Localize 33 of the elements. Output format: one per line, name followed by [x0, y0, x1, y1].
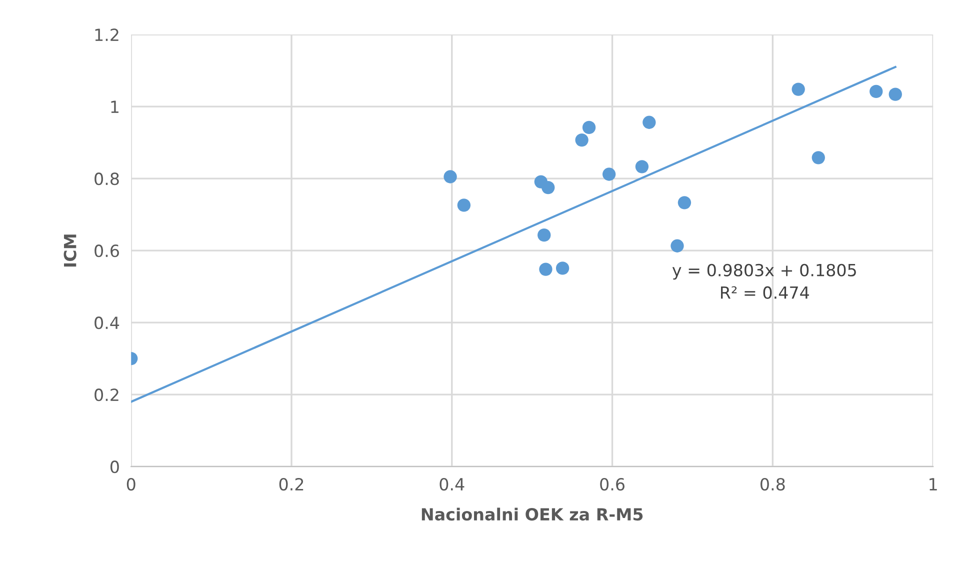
x-axis-title: Nacionalni OEK za R-M5 — [422, 508, 643, 521]
point — [538, 228, 551, 242]
x-tick-label: 0.4 — [440, 478, 464, 491]
x-tick-label: 1 — [930, 478, 937, 490]
annotation: y = 0.9803x + 0.1805 R² = 0.474 — [672, 264, 856, 299]
point — [792, 82, 805, 96]
point — [575, 133, 588, 147]
point — [602, 168, 616, 181]
x-tick-label: 0.8 — [760, 478, 785, 491]
point — [888, 88, 902, 101]
y-tick-label: 0.8 — [94, 172, 119, 186]
x-tick-label: 0.6 — [600, 478, 624, 491]
point — [870, 84, 883, 98]
point — [678, 196, 692, 210]
point — [582, 120, 596, 134]
y-axis-title: ICM — [64, 234, 76, 267]
point — [556, 262, 570, 275]
point — [542, 180, 555, 194]
point — [812, 151, 825, 164]
y-tick-label: 1 — [111, 100, 118, 113]
point — [670, 239, 684, 252]
x-tick-label: 0 — [126, 478, 136, 491]
point — [457, 198, 471, 212]
point — [539, 262, 552, 276]
y-tick-label: 0 — [110, 460, 119, 474]
y-tick-label: 0.6 — [94, 244, 119, 258]
point — [444, 170, 457, 184]
point — [635, 160, 649, 174]
x-tick-label: 0.2 — [279, 478, 304, 491]
y-tick-label: 0.4 — [94, 316, 120, 330]
point — [642, 116, 656, 129]
y-tick-label: 1.2 — [95, 28, 118, 41]
y-tick-label: 0.2 — [94, 388, 118, 402]
